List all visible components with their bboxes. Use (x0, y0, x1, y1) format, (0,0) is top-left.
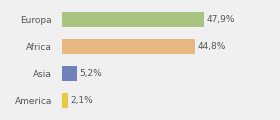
Text: 5,2%: 5,2% (80, 69, 102, 78)
Bar (62, 12, 204, 27)
Text: 47,9%: 47,9% (207, 15, 235, 24)
Text: 2,1%: 2,1% (70, 96, 93, 105)
Text: 44,8%: 44,8% (197, 42, 226, 51)
Bar (62, 93, 68, 108)
Bar (62, 66, 77, 81)
Bar (62, 39, 195, 54)
